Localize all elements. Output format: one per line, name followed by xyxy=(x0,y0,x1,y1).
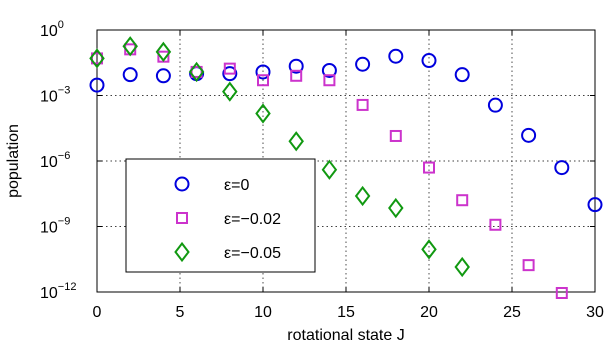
legend-label: ε=−0.05 xyxy=(224,245,281,262)
data-point xyxy=(255,103,271,124)
series-2 xyxy=(91,43,568,299)
data-point xyxy=(122,67,138,83)
x-tick-label: 10 xyxy=(254,304,272,321)
data-point xyxy=(356,98,369,111)
data-point xyxy=(89,48,105,69)
data-point xyxy=(355,56,371,72)
legend-marker xyxy=(174,176,190,192)
data-point xyxy=(122,36,138,57)
data-point xyxy=(321,159,338,180)
x-tick-label: 15 xyxy=(337,304,355,321)
x-tick-label: 30 xyxy=(586,304,604,321)
legend-box xyxy=(125,158,316,273)
data-point xyxy=(288,131,304,152)
data-point xyxy=(91,52,103,65)
data-point xyxy=(155,41,172,62)
data-point xyxy=(454,256,470,278)
data-point xyxy=(421,53,437,69)
data-point xyxy=(222,66,238,82)
y-tick-label: 10−12 xyxy=(40,281,76,302)
data-point xyxy=(190,65,203,78)
data-point xyxy=(255,64,271,80)
series-1 xyxy=(89,48,603,213)
x-tick-label: 20 xyxy=(420,304,438,321)
y-tick-label: 10−9 xyxy=(40,216,70,237)
x-tick-label: 5 xyxy=(176,304,185,321)
data-point xyxy=(555,286,568,299)
data-point xyxy=(489,218,502,231)
data-point xyxy=(487,97,503,113)
data-point xyxy=(323,74,336,87)
data-point xyxy=(354,185,371,207)
x-tick-label: 0 xyxy=(93,304,102,321)
y-axis-label: population xyxy=(5,124,22,198)
x-tick-labels: 0 5 10 15 20 25 30 xyxy=(93,304,604,321)
ticks xyxy=(96,29,596,293)
data-point xyxy=(521,127,537,143)
data-point xyxy=(290,69,303,82)
y-tick-label: 10−3 xyxy=(40,85,70,106)
data-point xyxy=(554,160,570,176)
data-point xyxy=(257,74,269,87)
legend: ε=0 ε=−0.02 ε=−0.05 xyxy=(125,158,316,273)
series-3 xyxy=(89,36,470,278)
data-point xyxy=(89,77,105,93)
data-point xyxy=(454,67,470,83)
y-tick-label: 100 xyxy=(40,19,64,40)
y-tick-labels: 100 10−3 10−6 10−9 10−12 xyxy=(40,19,76,302)
data-point xyxy=(389,129,402,142)
y-tick-label: 10−6 xyxy=(40,150,70,171)
legend-label: ε=0 xyxy=(224,177,249,194)
legend-marker xyxy=(174,241,190,263)
data-point xyxy=(423,161,435,174)
data-point xyxy=(155,68,171,84)
data-point xyxy=(321,62,337,78)
data-point xyxy=(522,259,535,272)
data-point xyxy=(388,197,404,219)
x-tick-label: 25 xyxy=(503,304,521,321)
data-point xyxy=(222,81,238,102)
data-point xyxy=(188,61,205,83)
x-axis-label: rotational state J xyxy=(287,327,404,344)
data-point xyxy=(456,194,469,207)
data-point xyxy=(421,239,437,260)
data-point xyxy=(223,62,236,75)
legend-marker xyxy=(176,212,188,224)
data-marks xyxy=(89,36,603,299)
data-point xyxy=(388,48,404,64)
legend-label: ε=−0.02 xyxy=(224,211,281,228)
data-point xyxy=(587,197,603,213)
data-point xyxy=(288,58,304,74)
